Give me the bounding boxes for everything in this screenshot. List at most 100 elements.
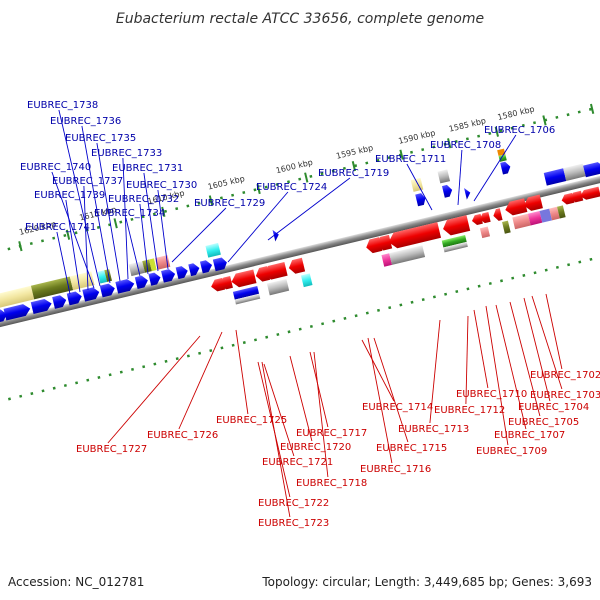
gene-block bbox=[232, 285, 260, 300]
ruler-tick bbox=[113, 218, 118, 229]
gene-label: EUBREC_1736 bbox=[50, 116, 121, 127]
gene-label: EUBREC_1726 bbox=[147, 430, 218, 441]
leader-line bbox=[531, 295, 563, 390]
gene-arrow bbox=[464, 187, 471, 200]
leader-line bbox=[361, 339, 395, 402]
ruler-tick bbox=[542, 115, 547, 126]
ruler-label: 1595 kbp bbox=[335, 143, 374, 161]
gene-label: EUBREC_1724 bbox=[256, 182, 327, 193]
gene-block bbox=[557, 205, 566, 219]
gene-arrow bbox=[272, 229, 279, 242]
gene-arrow bbox=[3, 304, 31, 321]
gene-arrow bbox=[66, 291, 82, 306]
ruler-tick bbox=[447, 138, 452, 149]
leader-line bbox=[58, 109, 101, 287]
ruler-tick bbox=[256, 183, 261, 195]
gene-label: EUBREC_1702 bbox=[530, 370, 600, 381]
gene-arrow bbox=[415, 193, 426, 207]
gene-arrow bbox=[212, 257, 227, 272]
leader-line bbox=[261, 361, 291, 518]
ruler-label: 1580 kbp bbox=[497, 105, 536, 123]
gene-arrow bbox=[99, 283, 115, 298]
gene-label: EUBREC_1708 bbox=[430, 140, 501, 151]
genome-backbone bbox=[0, 164, 600, 335]
leader-line bbox=[545, 293, 563, 370]
ruler-tick bbox=[65, 229, 71, 240]
gene-arrow bbox=[505, 198, 528, 216]
gene-arrow bbox=[161, 269, 176, 283]
gene-block bbox=[543, 168, 567, 186]
gene-block bbox=[266, 278, 290, 296]
forward-label-leaders bbox=[51, 109, 517, 295]
gene-arrow bbox=[376, 234, 393, 251]
gene-block bbox=[69, 271, 95, 291]
leader-line bbox=[429, 319, 441, 424]
leader-line bbox=[178, 331, 223, 430]
gene-arrow bbox=[188, 263, 200, 277]
gene-arrow bbox=[471, 213, 483, 225]
leader-line bbox=[406, 163, 433, 211]
gene-block bbox=[149, 258, 157, 272]
gene-block bbox=[234, 293, 261, 305]
leader-line bbox=[465, 315, 469, 405]
gene-arrow bbox=[263, 261, 288, 280]
leader-line bbox=[139, 203, 149, 275]
gene-label: EUBREC_1740 bbox=[20, 162, 91, 173]
gene-label: EUBREC_1739 bbox=[34, 190, 105, 201]
gene-label: EUBREC_1719 bbox=[318, 168, 389, 179]
reverse-strand-genes bbox=[211, 186, 600, 305]
leader-line bbox=[96, 142, 121, 282]
gene-label: EUBREC_1733 bbox=[91, 148, 162, 159]
gene-block bbox=[97, 270, 108, 284]
gene-block bbox=[30, 276, 74, 300]
gene-label: EUBREC_1723 bbox=[258, 518, 329, 529]
leader-line bbox=[495, 304, 527, 430]
leader-line bbox=[523, 297, 551, 402]
gene-block bbox=[527, 211, 543, 226]
gene-arrow bbox=[115, 279, 135, 294]
gene-label: EUBREC_1709 bbox=[476, 446, 547, 457]
gene-label: EUBREC_1710 bbox=[456, 389, 527, 400]
leader-line bbox=[309, 351, 329, 428]
leader-line bbox=[473, 134, 517, 202]
leader-line bbox=[367, 337, 393, 464]
ruler-tick bbox=[399, 149, 404, 160]
genome-summary-text: Topology: circular; Length: 3,449,685 bp… bbox=[261, 575, 592, 589]
leader-line bbox=[473, 309, 489, 389]
gene-arrow bbox=[500, 161, 511, 175]
leader-line bbox=[107, 335, 201, 444]
map-title: Eubacterium rectale ATCC 33656, complete… bbox=[116, 11, 484, 27]
gene-arrow bbox=[442, 184, 453, 198]
leader-line bbox=[457, 149, 463, 206]
gene-arrow bbox=[52, 295, 67, 309]
reverse-label-leaders bbox=[107, 293, 563, 518]
gene-arrow bbox=[443, 215, 471, 236]
gene-label: EUBREC_1735 bbox=[65, 133, 136, 144]
leader-line bbox=[485, 305, 509, 446]
gene-block bbox=[0, 285, 35, 309]
leader-line bbox=[267, 177, 351, 241]
gene-label: EUBREC_1707 bbox=[494, 430, 565, 441]
leader-line bbox=[122, 157, 129, 280]
gene-label: EUBREC_1714 bbox=[362, 402, 433, 413]
gene-arrow bbox=[580, 186, 600, 200]
gene-label: EUBREC_1717 bbox=[296, 428, 367, 439]
gene-label: EUBREC_1705 bbox=[508, 417, 579, 428]
ruler-label: 1600 kbp bbox=[275, 158, 314, 176]
outer-ruler-line bbox=[0, 102, 600, 262]
gene-block bbox=[549, 206, 560, 221]
gene-label: EUBREC_1729 bbox=[194, 198, 265, 209]
forward-strand-genes bbox=[0, 148, 600, 328]
gene-arrow bbox=[199, 260, 213, 274]
gene-label: EUBREC_1727 bbox=[76, 444, 147, 455]
ruler-tick bbox=[304, 172, 309, 183]
gene-label: EUBREC_1721 bbox=[262, 457, 333, 468]
gene-block bbox=[104, 269, 112, 282]
gene-block bbox=[128, 261, 146, 277]
gene-arrow bbox=[493, 208, 503, 221]
gene-block bbox=[300, 273, 313, 288]
gene-arrow bbox=[231, 269, 257, 288]
gene-label: EUBREC_1741 bbox=[25, 222, 96, 233]
